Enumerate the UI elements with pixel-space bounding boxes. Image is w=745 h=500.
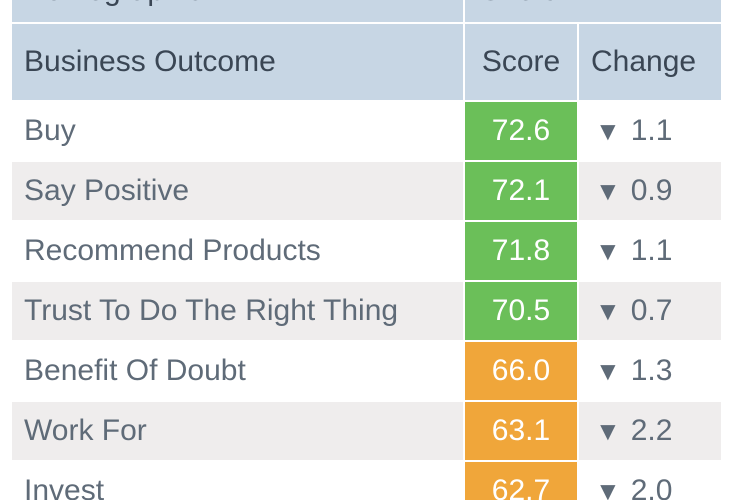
- row-label: Work For: [24, 414, 147, 447]
- row-label: Benefit Of Doubt: [24, 354, 246, 387]
- row-label: Recommend Products: [24, 234, 321, 267]
- down-arrow-icon: ▼: [595, 415, 621, 446]
- change-cell: ▼ 1.3: [577, 342, 721, 400]
- change-value: 0.9: [630, 174, 673, 207]
- down-arrow-icon: ▼: [595, 295, 621, 326]
- row-label: Say Positive: [24, 174, 190, 207]
- change-cell: ▼ 1.1: [577, 102, 721, 160]
- demographic-header: Demographic: [12, 0, 463, 22]
- change-cell: ▼ 2.0: [577, 462, 721, 500]
- change-value: 1.1: [630, 114, 673, 147]
- table-row: Recommend Products 71.8 ▼ 1.1: [12, 222, 721, 282]
- score-cell: 72.1: [463, 162, 577, 220]
- score-cell: 72.6: [463, 102, 577, 160]
- change-value: 1.1: [630, 234, 673, 267]
- change-value: 2.2: [630, 414, 673, 447]
- change-cell: ▼ 2.2: [577, 402, 721, 460]
- change-value: 1.3: [630, 354, 673, 387]
- score-cell: 70.5: [463, 282, 577, 340]
- header-row-columns: Business Outcome Score Change: [12, 24, 721, 102]
- table-row: Invest 62.7 ▼ 2.0: [12, 462, 721, 500]
- table-row: Benefit Of Doubt 66.0 ▼ 1.3: [12, 342, 721, 402]
- header-row-demographic: Demographic Overall: [12, 0, 721, 24]
- business-outcome-table: Demographic Overall Business Outcome Sco…: [12, 0, 721, 500]
- down-arrow-icon: ▼: [595, 175, 621, 206]
- table-row: Trust To Do The Right Thing 70.5 ▼ 0.7: [12, 282, 721, 342]
- row-label: Trust To Do The Right Thing: [24, 294, 399, 327]
- down-arrow-icon: ▼: [595, 115, 621, 146]
- change-header: Change: [577, 24, 721, 100]
- table-row: Buy 72.6 ▼ 1.1: [12, 102, 721, 162]
- change-cell: ▼ 1.1: [577, 222, 721, 280]
- down-arrow-icon: ▼: [595, 235, 621, 266]
- score-cell: 66.0: [463, 342, 577, 400]
- change-cell: ▼ 0.7: [577, 282, 721, 340]
- change-value: 2.0: [630, 474, 673, 500]
- score-cell: 62.7: [463, 462, 577, 500]
- score-cell: 71.8: [463, 222, 577, 280]
- change-value: 0.7: [630, 294, 673, 327]
- overall-header: Overall: [463, 0, 721, 22]
- table-row: Say Positive 72.1 ▼ 0.9: [12, 162, 721, 222]
- score-header: Score: [463, 24, 577, 100]
- down-arrow-icon: ▼: [595, 475, 621, 500]
- table-row: Work For 63.1 ▼ 2.2: [12, 402, 721, 462]
- business-outcome-header: Business Outcome: [24, 45, 276, 78]
- row-label: Invest: [24, 474, 105, 500]
- row-label: Buy: [24, 114, 76, 147]
- down-arrow-icon: ▼: [595, 355, 621, 386]
- score-cell: 63.1: [463, 402, 577, 460]
- change-cell: ▼ 0.9: [577, 162, 721, 220]
